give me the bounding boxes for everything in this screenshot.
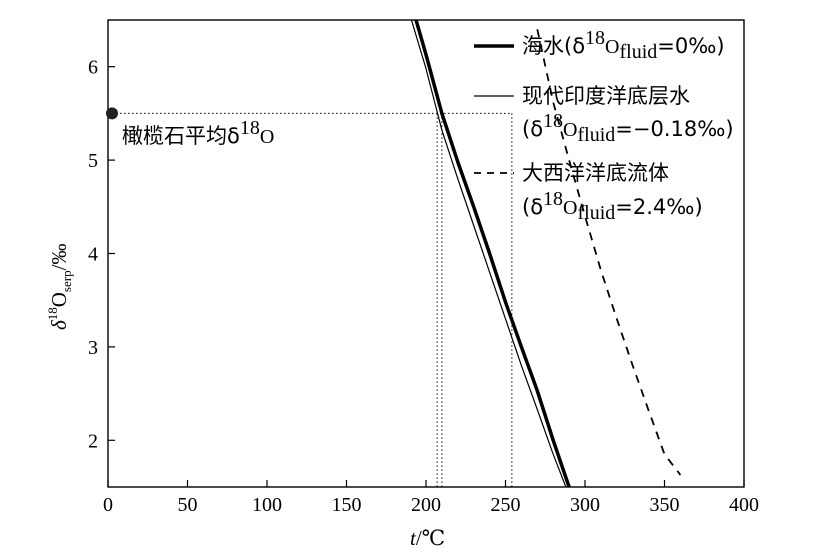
legend-label-atlantic-fluid: (δ18Ofluid=2.4‰) xyxy=(522,188,703,224)
axis-ticks xyxy=(107,66,745,487)
x-tick-label-0: 0 xyxy=(103,494,113,516)
x-tick-label-350: 350 xyxy=(650,494,680,516)
y-tick-label-4: 4 xyxy=(88,244,98,266)
olivine-annotation: 橄榄石平均δ18O xyxy=(122,117,274,148)
annotation-sup: 18 xyxy=(240,117,260,139)
annotation-end: O xyxy=(260,126,274,148)
legend: 海水(δ18Ofluid=0‰) 现代印度洋底层水 (δ18Ofluid=−0.… xyxy=(474,27,734,224)
y-axis-label: δ18Oserp/‰ xyxy=(45,244,74,330)
reference-marker xyxy=(106,107,118,120)
plot-frame xyxy=(107,19,745,488)
x-tick-label-150: 150 xyxy=(332,494,362,516)
x-tick-label-300: 300 xyxy=(570,494,600,516)
y-tick-label-3: 3 xyxy=(88,337,98,359)
tick-labels: 0 50 100 150 200 250 300 350 400 2 3 4 5 6 xyxy=(88,57,759,516)
legend-label-indian-fluid: (δ18Ofluid=−0.18‰) xyxy=(522,110,734,146)
series-line-0 xyxy=(414,20,571,487)
annotation-main: 橄榄石平均δ xyxy=(122,124,240,148)
legend-label-seawater: 海水(δ18Ofluid=0‰) xyxy=(522,27,725,63)
series-line-1 xyxy=(410,20,567,487)
x-tick-label-100: 100 xyxy=(252,494,282,516)
y-tick-label-6: 6 xyxy=(88,57,98,79)
series-line-2 xyxy=(536,29,682,476)
series-curves xyxy=(410,20,682,487)
x-tick-label-400: 400 xyxy=(729,494,759,516)
x-axis-label: t/℃ xyxy=(410,526,445,550)
legend-label-indian: 现代印度洋底层水 xyxy=(522,84,690,108)
legend-label-atlantic: 大西洋洋底流体 xyxy=(522,161,669,185)
x-tick-label-200: 200 xyxy=(411,494,441,516)
x-tick-label-50: 50 xyxy=(178,494,198,516)
x-tick-label-250: 250 xyxy=(491,494,521,516)
y-tick-label-5: 5 xyxy=(88,150,98,172)
reference-lines xyxy=(108,112,513,487)
y-tick-label-2: 2 xyxy=(88,430,98,452)
